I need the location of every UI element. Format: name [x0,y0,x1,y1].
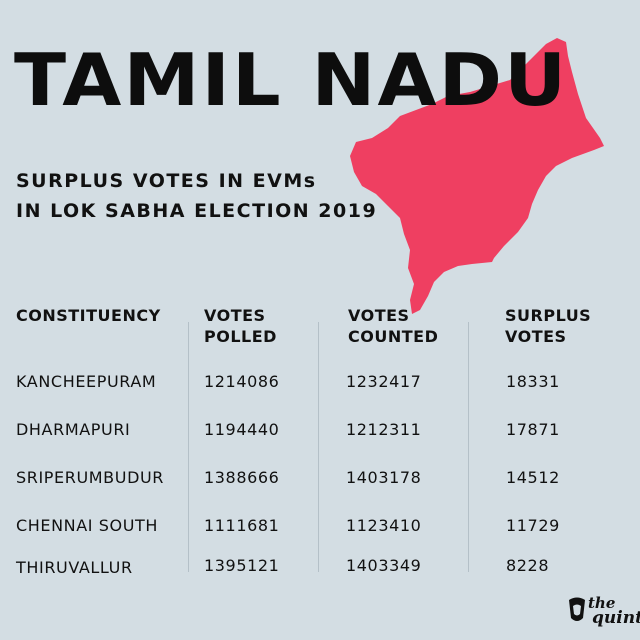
row-1-constituency: KANCHEEPURAM [16,372,157,391]
header-votes-polled-line1: VOTES [204,306,266,325]
header-votes-polled: VOTES POLLED [204,305,277,347]
row-3-votes-counted: 1403178 [346,468,422,487]
row-2-constituency: DHARMAPURI [16,420,131,439]
row-1-votes-polled: 1214086 [204,372,280,391]
header-surplus-votes-line1: SURPLUS [505,306,592,325]
column-divider [468,322,469,572]
row-1-surplus-votes: 18331 [506,372,560,391]
row-5-votes-polled: 1395121 [204,556,280,575]
logo-the: the [588,594,616,612]
row-3-surplus-votes: 14512 [506,468,560,487]
row-5-votes-counted: 1403349 [346,556,422,575]
subtitle: SURPLUS VOTES IN EVMs IN LOK SABHA ELECT… [16,166,377,226]
header-constituency: CONSTITUENCY [16,306,161,325]
header-surplus-votes-line2: VOTES [505,327,567,346]
header-votes-polled-line2: POLLED [204,327,277,346]
row-2-votes-polled: 1194440 [204,420,280,439]
row-1-votes-counted: 1232417 [346,372,422,391]
header-votes-counted: VOTES COUNTED [348,305,438,347]
row-4-constituency: CHENNAI SOUTH [16,516,159,535]
quint-logo-icon [569,597,585,621]
row-4-votes-counted: 1123410 [346,516,422,535]
row-5-surplus-votes: 8228 [506,556,550,575]
row-5-constituency: THIRUVALLUR [16,558,133,577]
header-surplus-votes: SURPLUS VOTES [505,305,591,347]
row-4-votes-polled: 1111681 [204,516,280,535]
row-4-surplus-votes: 11729 [506,516,560,535]
header-votes-counted-line2: COUNTED [348,327,439,346]
logo-quint: quint [592,608,640,628]
header-votes-counted-line1: VOTES [348,306,410,325]
row-3-votes-polled: 1388666 [204,468,280,487]
row-2-votes-counted: 1212311 [346,420,422,439]
column-divider [188,322,189,572]
page-title: TAMIL NADU [14,38,569,122]
column-divider [318,322,319,572]
row-2-surplus-votes: 17871 [506,420,560,439]
the-quint-logo: the quint [566,590,640,634]
subtitle-line-1: SURPLUS VOTES IN EVMs [16,170,317,192]
row-3-constituency: SRIPERUMBUDUR [16,468,165,487]
subtitle-line-2: IN LOK SABHA ELECTION 2019 [16,200,378,222]
